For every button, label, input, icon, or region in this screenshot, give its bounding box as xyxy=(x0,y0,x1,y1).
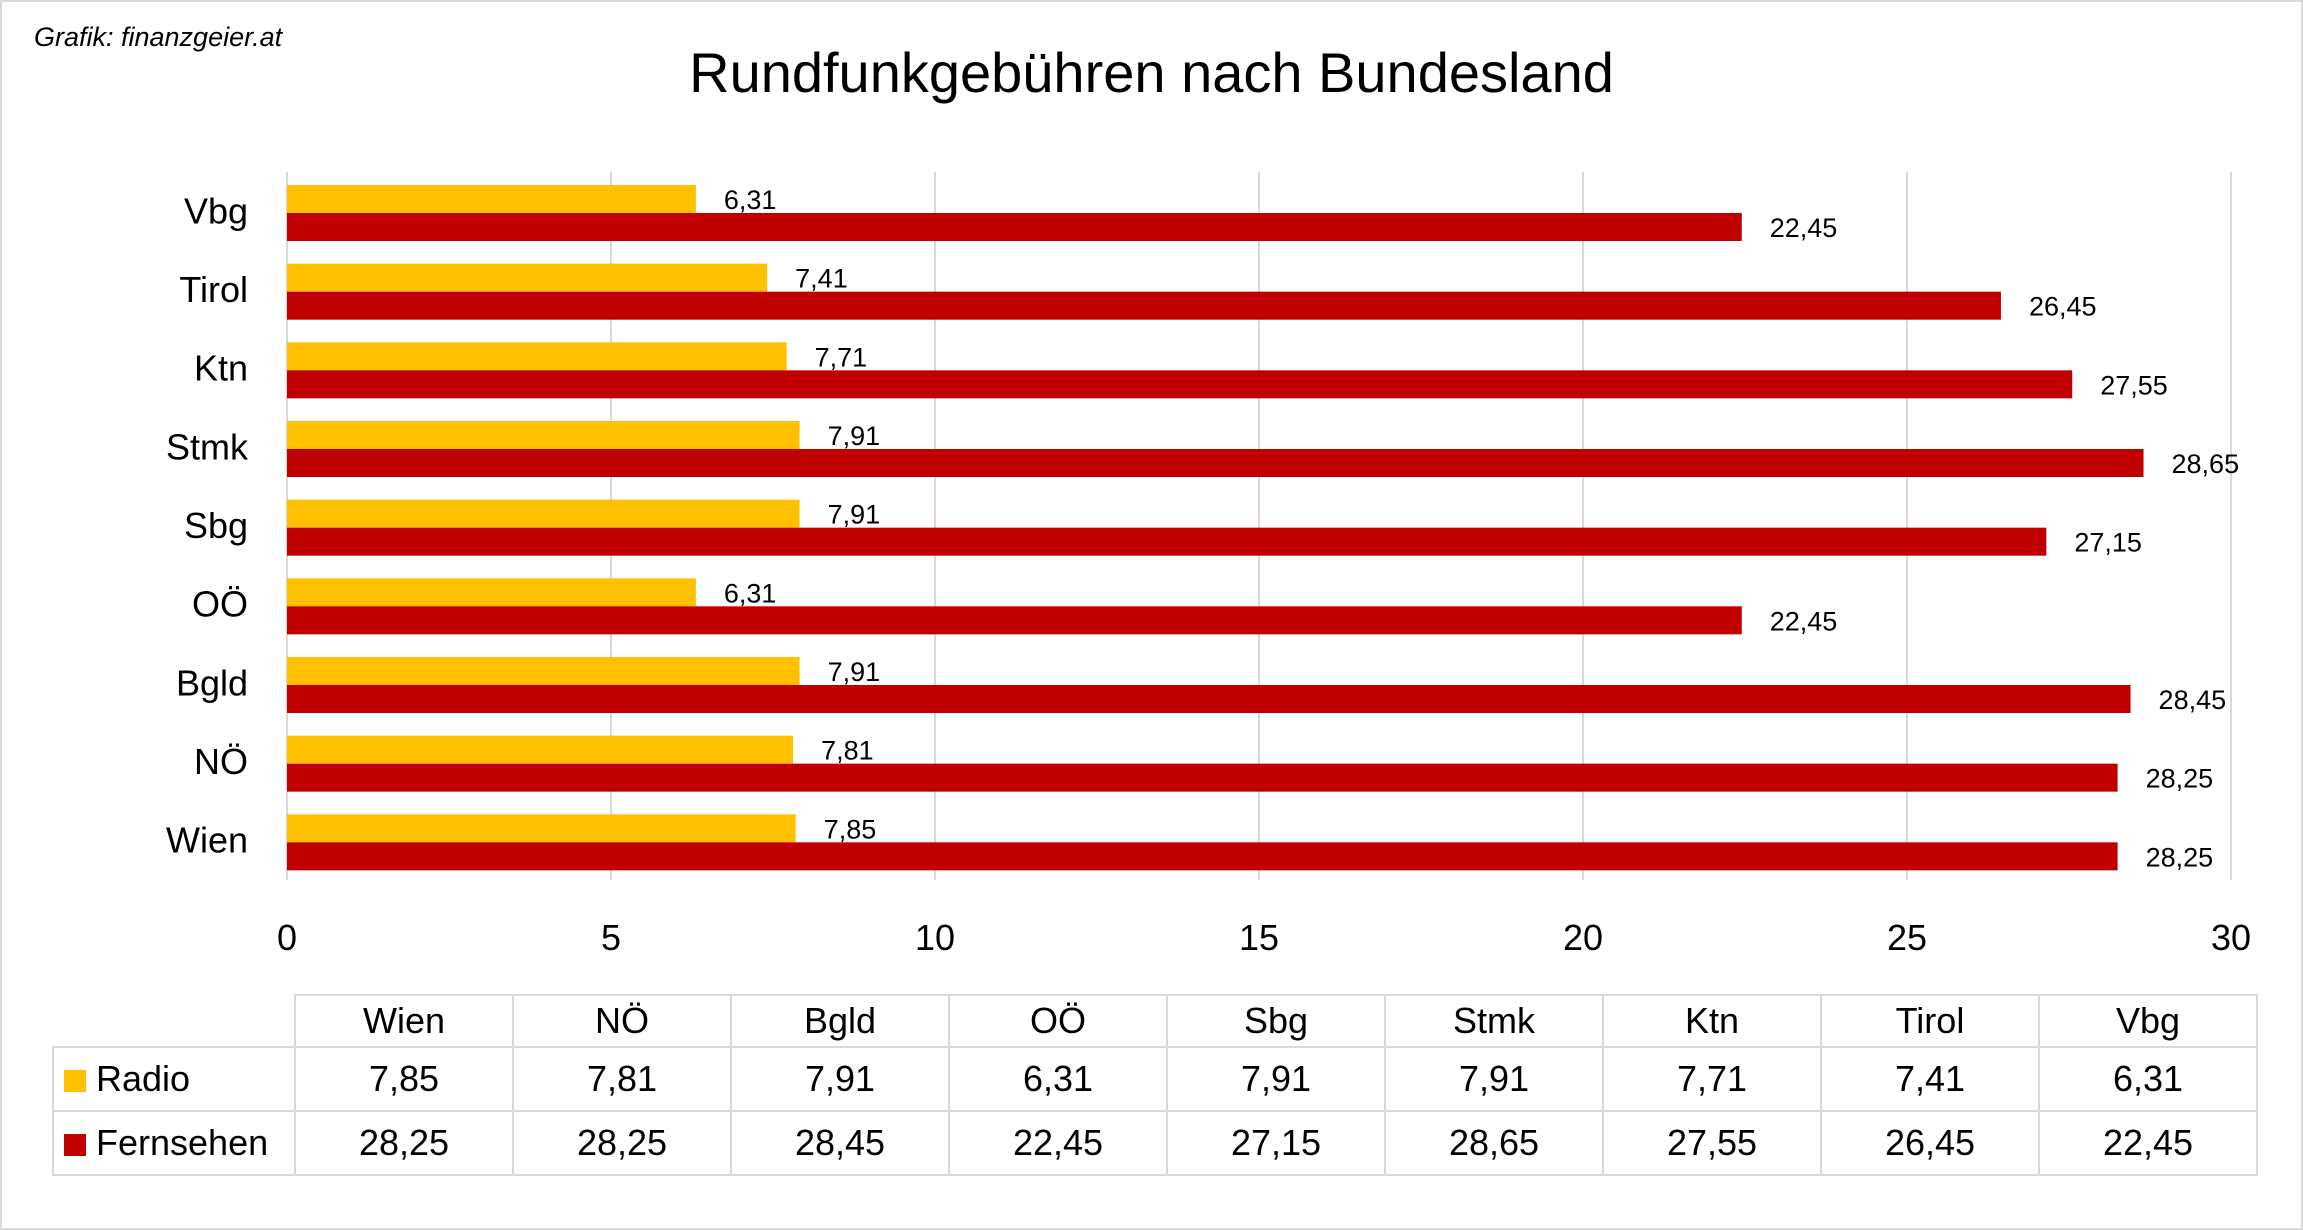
category-label: NÖ xyxy=(194,741,248,782)
data-label-fernsehen: 27,55 xyxy=(2100,370,2168,400)
table-cell: 7,41 xyxy=(1820,1046,2040,1112)
bar-radio xyxy=(287,657,800,685)
data-label-radio: 7,91 xyxy=(828,500,881,530)
x-tick-label: 20 xyxy=(1563,917,1603,958)
data-label-radio: 7,91 xyxy=(828,421,881,451)
table-column-header: Bgld xyxy=(730,994,950,1048)
bar-fernsehen xyxy=(287,291,2001,320)
data-label-radio: 7,81 xyxy=(821,736,874,766)
data-label-fernsehen: 27,15 xyxy=(2074,528,2142,558)
table-row: Radio 7,85 7,81 7,91 6,31 7,91 7,91 7,71 7,41 6,3… xyxy=(52,1046,2258,1112)
category-label: Sbg xyxy=(184,505,248,546)
table-cell: 22,45 xyxy=(948,1110,1168,1176)
x-tick-labels: 0 5 10 15 20 25 30 xyxy=(277,917,2251,958)
category-label: Ktn xyxy=(194,348,248,389)
table-corner xyxy=(53,995,296,1048)
data-labels: 7,85 28,25 7,81 28,25 7,91 28,45 6,31 22,45 7,91… xyxy=(724,185,2239,872)
table-cell: 26,45 xyxy=(1820,1110,2040,1176)
table-cell: 7,71 xyxy=(1602,1046,1822,1112)
legend-swatch xyxy=(64,1134,86,1157)
table-cell: 7,85 xyxy=(294,1046,514,1112)
bar-radio xyxy=(287,421,800,449)
x-tick-label: 5 xyxy=(601,917,621,958)
bar-fernsehen xyxy=(287,842,2118,871)
table-column-header: Sbg xyxy=(1166,994,1386,1048)
bar-fernsehen xyxy=(287,527,2047,556)
category-labels: Wien NÖ Bgld OÖ Sbg Stmk Ktn Tirol Vbg xyxy=(166,190,249,860)
bar-fernsehen xyxy=(287,213,1742,241)
data-label-radio: 7,85 xyxy=(824,814,877,844)
bar-radio xyxy=(287,814,796,843)
bar-fernsehen xyxy=(287,685,2131,713)
bar-fernsehen xyxy=(287,449,2144,477)
table-cell: 7,91 xyxy=(1384,1046,1604,1112)
table-cell: 7,91 xyxy=(1166,1046,1386,1112)
bar-radio xyxy=(287,499,800,528)
data-label-fernsehen: 22,45 xyxy=(1770,213,1838,243)
category-label: Bgld xyxy=(176,662,248,703)
table-column-header: Ktn xyxy=(1602,994,1822,1048)
table-column-header: OÖ xyxy=(948,994,1168,1048)
table-column-header: Vbg xyxy=(2038,994,2258,1048)
bar-fernsehen xyxy=(287,763,2118,792)
bar-radio xyxy=(287,263,768,292)
table-cell: 7,81 xyxy=(512,1046,732,1112)
bar-radio xyxy=(287,185,696,213)
category-label: Wien xyxy=(166,820,248,861)
table-cell: 28,25 xyxy=(512,1110,732,1176)
data-table: Wien NÖ Bgld OÖ Sbg Stmk Ktn Tirol Vbg Radio 7,85… xyxy=(52,994,2258,1176)
chart-title: Rundfunkgebühren nach Bundesland xyxy=(689,41,1614,104)
category-label: Tirol xyxy=(179,269,248,310)
legend-entry: Radio xyxy=(52,1046,296,1112)
x-tick-label: 15 xyxy=(1239,917,1279,958)
table-cell: 28,65 xyxy=(1384,1110,1604,1176)
table-cell: 6,31 xyxy=(948,1046,1168,1112)
legend-swatch xyxy=(64,1070,86,1093)
data-label-fernsehen: 28,65 xyxy=(2172,449,2240,479)
table-body: Radio 7,85 7,81 7,91 6,31 7,91 7,91 7,71 7,41 6,3… xyxy=(52,1046,2258,1176)
x-tick-label: 25 xyxy=(1887,917,1927,958)
category-label: Vbg xyxy=(184,190,248,231)
bar-radio xyxy=(287,578,696,607)
table-cell: 27,15 xyxy=(1166,1110,1386,1176)
x-tick-label: 10 xyxy=(915,917,955,958)
x-tick-label: 0 xyxy=(277,917,297,958)
table-header-row: Wien NÖ Bgld OÖ Sbg Stmk Ktn Tirol Vbg xyxy=(53,994,2258,1048)
data-label-fernsehen: 28,25 xyxy=(2146,764,2214,794)
data-label-radio: 7,91 xyxy=(828,657,881,687)
legend-label: Radio xyxy=(96,1058,191,1099)
table-cell: 28,25 xyxy=(294,1110,514,1176)
data-label-fernsehen: 22,45 xyxy=(1770,606,1838,636)
table-column-header: Tirol xyxy=(1820,994,2040,1048)
data-label-fernsehen: 28,45 xyxy=(2159,685,2227,715)
legend-label: Fernsehen xyxy=(96,1122,269,1163)
data-label-fernsehen: 26,45 xyxy=(2029,292,2097,322)
x-tick-label: 30 xyxy=(2211,917,2251,958)
legend-entry: Fernsehen xyxy=(52,1110,296,1176)
table-column-header: NÖ xyxy=(512,994,732,1048)
bar-radio xyxy=(287,342,787,371)
data-label-radio: 6,31 xyxy=(724,185,777,215)
table-column-header: Wien xyxy=(294,994,514,1048)
bar-radio xyxy=(287,735,794,764)
data-label-radio: 6,31 xyxy=(724,578,777,608)
bar-fernsehen xyxy=(287,606,1742,635)
table-cell: 22,45 xyxy=(2038,1110,2258,1176)
table-column-header: Stmk xyxy=(1384,994,1604,1048)
category-label: Stmk xyxy=(166,426,249,467)
table-cell: 7,91 xyxy=(730,1046,950,1112)
table-cell: 28,45 xyxy=(730,1110,950,1176)
table-cell: 6,31 xyxy=(2038,1046,2258,1112)
chart-credit: Grafik: finanzgeier.at xyxy=(34,22,283,52)
bars xyxy=(287,185,2144,871)
table-cell: 27,55 xyxy=(1602,1110,1822,1176)
bar-fernsehen xyxy=(287,370,2073,399)
data-label-radio: 7,71 xyxy=(815,342,868,372)
data-label-radio: 7,41 xyxy=(795,264,848,294)
category-label: OÖ xyxy=(192,584,248,625)
data-label-fernsehen: 28,25 xyxy=(2146,842,2214,872)
bar-chart: 7,85 28,25 7,81 28,25 7,91 28,45 6,31 22,45 7,91… xyxy=(166,172,2251,958)
table-row: Fernsehen 28,25 28,25 28,45 22,45 27,15 28,65 2… xyxy=(52,1110,2258,1176)
